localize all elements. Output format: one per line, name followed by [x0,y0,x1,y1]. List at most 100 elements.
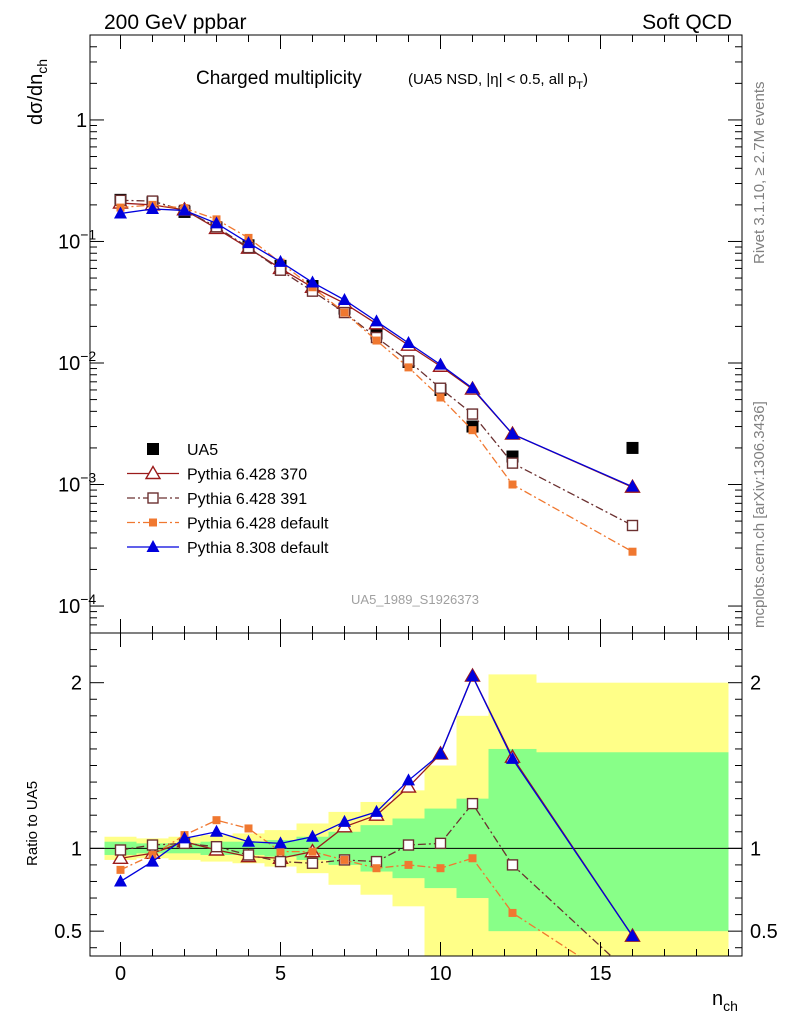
legend-marker [149,518,157,527]
data-point [434,382,447,394]
legend-label: Pythia 6.428 370 [187,467,307,484]
legend: UA5 Pythia 6.428 370 Pythia 6.428 391 Pythi… [127,442,329,557]
ratio-data-point [306,857,319,869]
x-tick-label: 10 [429,963,451,985]
main-plot-title: Charged multiplicity [196,68,362,89]
header-left-label: 200 GeV ppbar [104,11,246,34]
x-label-text: n [712,988,723,1010]
legend-marker [146,540,160,552]
y-tick-label: 10−1 [58,226,96,253]
ratio-data-point [306,829,319,842]
ratio-plot-axes: 0.5 0.5 1 1 2 2 0 5 10 15 [54,633,778,985]
y-tick-exponent: −4 [80,591,96,607]
legend-marker [147,443,159,455]
main-y-label-text: dσ/dn [25,74,47,125]
ratio-data-point [146,854,159,867]
ratio-data-point [508,908,517,917]
ratio-data-point [178,831,191,844]
legend-label: Pythia 8.308 default [187,540,329,557]
main-y-axis-label: dσ/dnch [25,59,50,125]
ratio-data-point [466,669,479,682]
ratio-series-group [112,667,641,956]
y-tick-label: 10−4 [58,591,96,618]
legend-entry-pythia-6-428-370: Pythia 6.428 370 [127,465,307,484]
data-point [210,216,223,229]
ratio-data-point [372,864,381,873]
data-point [372,336,381,345]
y-tick-exponent: −3 [80,470,96,486]
legend-entry-pythia-8-308-default: Pythia 8.308 default [127,540,329,557]
analysis-label: UA5_1989_S1926373 [351,592,479,607]
subtitle-subscript: T [576,80,583,92]
ratio-data-point [308,847,317,856]
ratio-data-point [242,834,255,847]
data-point [626,441,639,454]
x-tick-label: 5 [275,963,286,985]
x-label-subscript: ch [723,998,738,1014]
legend-entry-ua5: UA5 [147,442,218,459]
ratio-data-point [404,860,413,869]
ratio-data-point [466,797,479,810]
subtitle-suffix: ) [583,71,588,88]
data-point [146,201,159,214]
main-plot-panel: 110−110−210−310−4 Charged multiplicity (… [25,34,743,634]
source-label: mcplots.cern.ch [arXiv:1306.3436] [751,401,768,628]
ratio-data-point [210,840,223,853]
y-tick-exponent: −2 [80,348,96,364]
band-green [536,752,729,932]
legend-label: UA5 [187,442,218,459]
data-point [626,519,639,532]
x-axis-label: nch [712,988,738,1014]
data-point [338,292,351,305]
data-point [242,236,255,249]
data-point [274,254,287,267]
ratio-plot-panel: 0.5 0.5 1 1 2 2 0 5 10 15 Ratio to UA5 nch [24,632,778,1014]
data-point [436,393,445,402]
ratio-data-point [506,859,519,871]
ratio-data-point [626,929,639,942]
ratio-plot-frame [89,632,743,957]
legend-label: Pythia 6.428 391 [187,491,307,508]
legend-entry-pythia-6-428-391: Pythia 6.428 391 [127,491,307,508]
data-point [466,381,479,394]
ratio-data-point [402,839,415,851]
ratio-y-tick-label-right: 1 [750,838,761,860]
x-tick-label: 0 [115,963,126,985]
data-point [370,314,383,327]
subtitle-prefix: (UA5 NSD, |η| < 0.5, all p [408,71,576,88]
ratio-y-tick-label: 0.5 [54,921,82,943]
ratio-data-point [244,824,253,833]
ratio-data-point [338,814,351,827]
ratio-series-line [120,819,581,956]
ratio-data-point [212,816,221,825]
data-point [468,426,477,435]
ratio-series-line [120,674,634,937]
ratio-data-point [276,847,285,856]
data-point [506,457,519,469]
data-point [506,427,519,440]
data-point [114,206,127,219]
data-point [466,408,479,420]
ratio-y-tick-label: 1 [71,838,82,860]
ratio-data-point [274,836,287,849]
ratio-data-point [436,864,445,873]
main-plot-subtitle: (UA5 NSD, |η| < 0.5, all pT) [408,71,588,92]
y-tick-label: 10−3 [58,470,96,497]
ratio-data-point [242,849,255,861]
ratio-data-point [434,746,447,759]
y-tick-exponent: −1 [80,226,96,242]
ratio-plot-marks [90,667,742,956]
data-point [434,357,447,370]
x-tick-label: 15 [589,963,611,985]
legend-label: Pythia 6.428 default [187,516,329,533]
ratio-y-tick-label-right: 2 [750,673,761,695]
ratio-data-point [506,751,519,764]
series-pythia-8-308-default [114,201,639,492]
ratio-data-point [402,773,415,786]
main-title-text: Charged multiplicity [196,68,362,89]
ratio-data-point [434,837,447,850]
main-plot-marks [112,193,641,556]
series-line [120,204,633,553]
data-point [402,336,415,349]
